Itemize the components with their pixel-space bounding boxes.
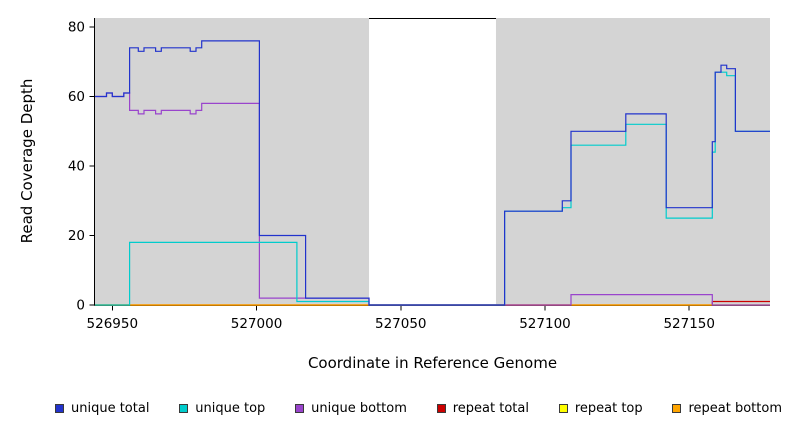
legend-label-repeat-total: repeat total [452,401,529,416]
x-tick-label: 527100 [519,316,571,332]
legend-swatch-repeat-top [558,404,568,413]
series-line-unique-total [95,40,770,306]
y-axis-title: Read Coverage Depth [18,78,36,244]
y-tick-label: 20 [68,228,85,244]
y-tick-label: 40 [68,159,85,175]
legend: unique total unique top unique bottom re… [55,401,782,416]
series-line-unique-top [95,71,770,306]
x-tick-label: 526950 [87,316,139,332]
x-tick-label: 527150 [663,316,715,332]
y-tick-label: 0 [76,298,85,314]
x-tick-label: 527000 [231,316,283,332]
legend-label-repeat-bottom: repeat bottom [688,401,782,416]
legend-item-repeat-bottom: repeat bottom [672,401,782,416]
y-tick-label: 80 [68,20,85,36]
legend-swatch-repeat-bottom [672,404,682,413]
legend-label-unique-top: unique top [195,401,266,416]
y-tick-label: 60 [68,89,85,105]
legend-item-unique-total: unique total [55,401,149,416]
legend-swatch-unique-bottom [295,404,305,413]
legend-label-repeat-top: repeat top [574,401,643,416]
x-axis-title: Coordinate in Reference Genome [307,354,558,372]
legend-item-repeat-total: repeat total [436,401,529,416]
legend-swatch-unique-total [55,404,64,413]
legend-swatch-repeat-total [436,404,446,413]
legend-item-unique-bottom: unique bottom [295,401,407,416]
legend-swatch-unique-top [179,404,189,413]
legend-item-repeat-top: repeat top [558,401,643,416]
x-tick-label: 527050 [375,316,427,332]
legend-label-unique-bottom: unique bottom [311,401,407,416]
legend-item-unique-top: unique top [179,401,265,416]
highlight-region [369,18,496,305]
legend-label-unique-total: unique total [71,401,150,416]
